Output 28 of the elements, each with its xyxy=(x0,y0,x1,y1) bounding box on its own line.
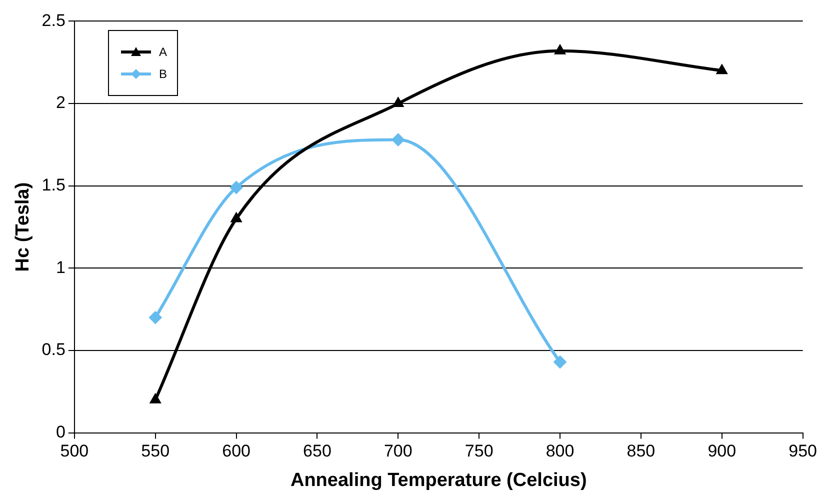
point xyxy=(392,97,404,108)
point xyxy=(230,180,243,194)
y-tick-label: 0 xyxy=(56,422,66,442)
y-tick-label: 1 xyxy=(56,258,66,277)
x-tick-label: 800 xyxy=(546,442,574,461)
x-tick-label: 850 xyxy=(626,442,656,461)
y-tick-label: 2.5 xyxy=(42,10,66,30)
x-axis-title: Annealing Temperature (Celcius) xyxy=(290,470,587,491)
x-tick-label: 950 xyxy=(788,442,818,461)
legend-label: A xyxy=(159,45,168,59)
y-tick-label: 1.5 xyxy=(42,176,66,195)
point xyxy=(392,133,405,146)
x-tick-label: 650 xyxy=(303,442,332,461)
point xyxy=(554,44,566,54)
x-tick-label: 500 xyxy=(60,442,89,461)
x-tick-label: 900 xyxy=(708,442,736,461)
legend-label: B xyxy=(159,67,168,81)
point xyxy=(716,64,728,74)
point xyxy=(148,311,162,324)
y-axis-title: Hc (Tesla) xyxy=(12,182,34,272)
x-tick-label: 600 xyxy=(222,442,250,461)
x-tick-label: 550 xyxy=(141,442,170,461)
point xyxy=(554,356,567,369)
x-tick-label: 700 xyxy=(384,442,412,461)
point xyxy=(230,212,242,222)
x-tick-label: 750 xyxy=(464,442,494,461)
y-tick-label: 2 xyxy=(56,93,66,112)
y-tick-label: 0.5 xyxy=(42,340,66,360)
